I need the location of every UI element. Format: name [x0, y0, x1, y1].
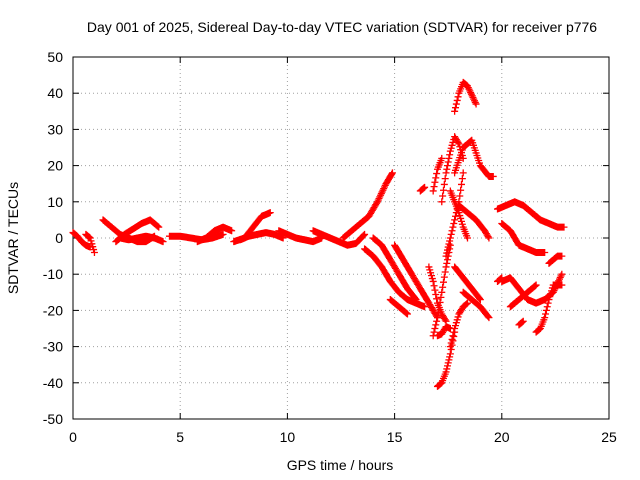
y-tick-label: -50 [43, 411, 63, 427]
x-tick-label: 15 [387, 429, 403, 445]
series-arc-10 [275, 227, 326, 246]
series-arc-30 [451, 263, 484, 304]
series-arc-40 [494, 274, 506, 285]
series-arc-39 [545, 252, 566, 267]
series-arc-26 [451, 78, 480, 115]
data-point-marks [498, 220, 549, 256]
data-point-marks [391, 241, 441, 322]
data-point-marks [506, 281, 540, 311]
series-arc-01 [69, 229, 94, 251]
y-tick-label: -40 [43, 375, 63, 391]
series-arc-38 [515, 317, 527, 329]
data-point-marks [451, 136, 497, 180]
series-arc-19 [433, 328, 459, 390]
series-arc-05 [116, 232, 167, 246]
data-point-marks [519, 201, 568, 231]
data-point-marks [455, 201, 493, 242]
series-arc-33 [498, 220, 549, 256]
data-point-marks [459, 288, 493, 322]
data-point-marks [116, 232, 167, 246]
series-arc-36 [506, 281, 540, 311]
x-tick-label: 20 [494, 429, 510, 445]
data-point-marks [82, 230, 98, 256]
data-point-marks [451, 263, 484, 304]
y-tick-label: 0 [55, 230, 63, 246]
data-point-marks [429, 154, 446, 195]
x-tick-label: 10 [280, 429, 296, 445]
data-point-marks [515, 317, 527, 329]
series-arc-13 [361, 245, 429, 311]
x-tick-labels: 0 5 10 15 20 25 [69, 429, 617, 445]
data-point-marks [433, 328, 459, 390]
data-points [69, 78, 568, 390]
data-point-marks [451, 78, 480, 115]
series-arc-22 [433, 323, 454, 340]
data-point-marks [309, 227, 369, 249]
series-arc-16 [386, 296, 411, 318]
data-point-marks [193, 223, 236, 246]
series-arc-15 [391, 241, 441, 322]
data-point-marks [369, 234, 420, 304]
series-arc-07 [193, 223, 236, 246]
data-point-marks [494, 274, 506, 285]
series-arc-11 [309, 227, 369, 249]
y-tick-labels: 50 40 30 20 10 0 -10 -20 -30 -40 -50 [43, 49, 63, 427]
data-point-marks [339, 169, 396, 242]
series-arc-27 [429, 154, 446, 195]
x-axis-label: GPS time / hours [287, 457, 394, 473]
data-point-marks [545, 252, 566, 267]
series-arc-31 [446, 187, 471, 242]
series-arc-14 [369, 234, 420, 304]
series-arc-28 [416, 183, 429, 195]
series-arc-02 [82, 230, 98, 256]
y-tick-label: 10 [47, 194, 63, 210]
y-tick-label: -10 [43, 266, 63, 282]
chart-title: Day 001 of 2025, Sidereal Day-to-day VTE… [87, 19, 597, 35]
y-axis-label: SDTVAR / TECUs [5, 182, 21, 294]
data-point-marks [446, 187, 471, 242]
y-tick-label: 20 [47, 158, 63, 174]
series-arc-37 [532, 281, 566, 336]
series-arc-20 [446, 299, 471, 351]
data-point-marks [361, 245, 429, 311]
data-point-marks [446, 299, 471, 351]
series-arc-35 [519, 201, 568, 231]
data-point-marks [532, 281, 566, 336]
series-arc-21 [459, 288, 493, 322]
x-tick-label: 25 [601, 429, 617, 445]
data-point-marks [69, 229, 94, 251]
y-tick-label: -20 [43, 302, 63, 318]
data-point-marks [433, 323, 454, 340]
data-point-marks [236, 229, 287, 244]
y-tick-label: -30 [43, 339, 63, 355]
x-tick-label: 0 [69, 429, 77, 445]
series-arc-09 [236, 229, 287, 244]
y-tick-label: 50 [47, 49, 63, 65]
series-arc-12 [339, 169, 396, 242]
data-point-marks [442, 169, 467, 260]
y-tick-label: 30 [47, 121, 63, 137]
data-point-marks [416, 183, 429, 195]
series-arc-29 [455, 201, 493, 242]
series-arc-23 [442, 169, 467, 260]
plot-frame [72, 56, 610, 420]
series-arc-25 [451, 136, 497, 180]
series-arc-17 [425, 263, 450, 325]
x-tick-label: 5 [176, 429, 184, 445]
data-point-marks [275, 227, 326, 246]
data-point-marks [425, 263, 450, 325]
data-point-marks [386, 296, 411, 318]
y-tick-label: 40 [47, 85, 63, 101]
